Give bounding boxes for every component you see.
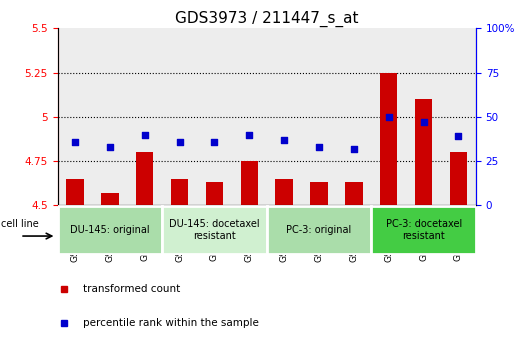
Bar: [345, 182, 362, 205]
Point: [280, 137, 288, 143]
Point: [210, 139, 219, 144]
Bar: [162, 28, 197, 205]
Point: [384, 114, 393, 120]
Bar: [406, 28, 441, 205]
Bar: [267, 206, 371, 254]
Bar: [162, 206, 267, 254]
Bar: [171, 179, 188, 205]
Bar: [232, 28, 267, 205]
Bar: [101, 193, 119, 205]
Point: [71, 139, 79, 144]
Bar: [241, 161, 258, 205]
Bar: [380, 73, 397, 205]
Bar: [302, 28, 336, 205]
Bar: [310, 182, 328, 205]
Bar: [58, 206, 162, 254]
Bar: [93, 28, 127, 205]
Point: [454, 133, 463, 139]
Point: [106, 144, 114, 150]
Bar: [66, 179, 84, 205]
Bar: [415, 99, 433, 205]
Text: PC-3: original: PC-3: original: [287, 225, 351, 235]
Text: DU-145: docetaxel
resistant: DU-145: docetaxel resistant: [169, 219, 260, 241]
Title: GDS3973 / 211447_s_at: GDS3973 / 211447_s_at: [175, 11, 358, 27]
Bar: [450, 152, 467, 205]
Bar: [441, 28, 476, 205]
Point: [141, 132, 149, 137]
Bar: [276, 179, 293, 205]
Bar: [127, 28, 162, 205]
Bar: [336, 28, 371, 205]
Bar: [371, 28, 406, 205]
Point: [350, 146, 358, 152]
Bar: [197, 28, 232, 205]
Point: [419, 119, 428, 125]
Text: DU-145: original: DU-145: original: [70, 225, 150, 235]
Bar: [136, 152, 153, 205]
Text: cell line: cell line: [1, 219, 39, 229]
Bar: [58, 28, 93, 205]
Bar: [371, 206, 476, 254]
Bar: [267, 28, 302, 205]
Point: [315, 144, 323, 150]
Text: PC-3: docetaxel
resistant: PC-3: docetaxel resistant: [385, 219, 462, 241]
Point: [175, 139, 184, 144]
Text: percentile rank within the sample: percentile rank within the sample: [83, 318, 258, 328]
Bar: [206, 182, 223, 205]
Point: [245, 132, 254, 137]
Text: transformed count: transformed count: [83, 284, 180, 294]
